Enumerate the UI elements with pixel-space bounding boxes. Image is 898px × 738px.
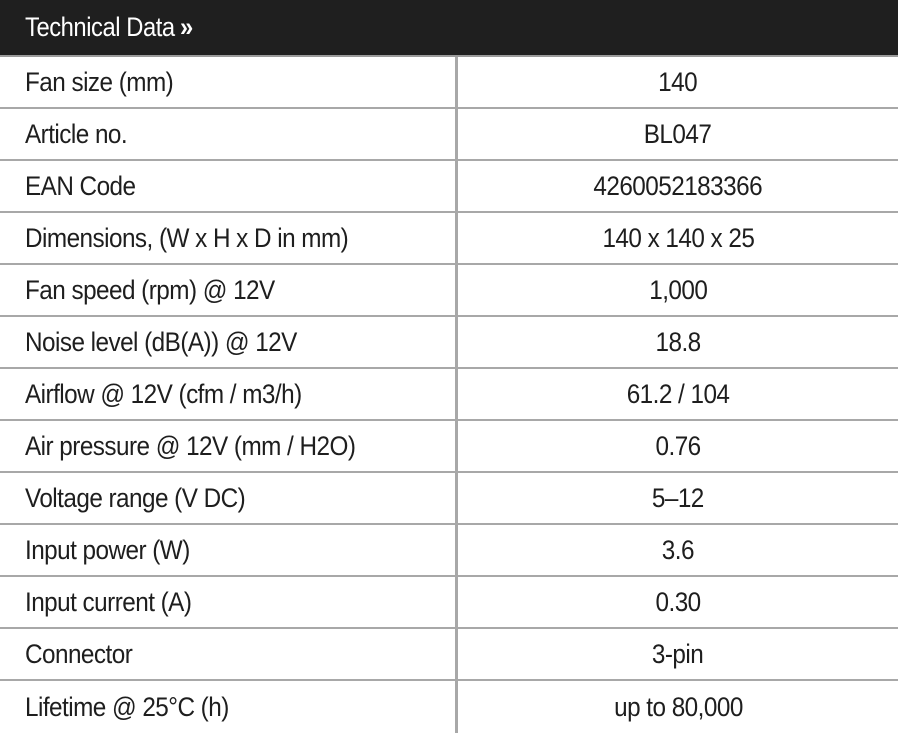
- spec-label: Input power (W): [0, 525, 458, 575]
- table-row: Connector 3-pin: [0, 629, 898, 681]
- spec-value: 1,000: [648, 274, 708, 305]
- spec-label: Connector: [0, 629, 458, 679]
- spec-value: 18.8: [655, 326, 701, 357]
- table-row: Noise level (dB(A)) @ 12V 18.8: [0, 317, 898, 369]
- spec-value: 3-pin: [652, 638, 704, 669]
- spec-value: 61.2 / 104: [626, 378, 730, 409]
- spec-table: Fan size (mm) 140 Article no. BL047 EAN …: [0, 57, 898, 733]
- spec-value: 4260052183366: [593, 170, 763, 201]
- spec-label: Air pressure @ 12V (mm / H2O): [0, 421, 458, 471]
- spec-label: EAN Code: [0, 161, 458, 211]
- table-row: Input power (W) 3.6: [0, 525, 898, 577]
- table-row: Fan speed (rpm) @ 12V 1,000: [0, 265, 898, 317]
- table-row: Voltage range (V DC) 5–12: [0, 473, 898, 525]
- table-row: Airflow @ 12V (cfm / m3/h) 61.2 / 104: [0, 369, 898, 421]
- table-row: Air pressure @ 12V (mm / H2O) 0.76: [0, 421, 898, 473]
- spec-value: up to 80,000: [613, 691, 743, 722]
- spec-label: Fan size (mm): [0, 57, 458, 107]
- spec-value: BL047: [644, 118, 712, 149]
- spec-value: 140: [658, 66, 698, 97]
- table-row: Article no. BL047: [0, 109, 898, 161]
- spec-label: Input current (A): [0, 577, 458, 627]
- spec-value: 0.76: [655, 430, 701, 461]
- spec-value: 3.6: [661, 534, 695, 565]
- table-row: EAN Code 4260052183366: [0, 161, 898, 213]
- spec-label: Voltage range (V DC): [0, 473, 458, 523]
- spec-value: 5–12: [652, 482, 704, 513]
- spec-label: Fan speed (rpm) @ 12V: [0, 265, 458, 315]
- spec-label: Noise level (dB(A)) @ 12V: [0, 317, 458, 367]
- spec-label: Airflow @ 12V (cfm / m3/h): [0, 369, 458, 419]
- table-row: Dimensions, (W x H x D in mm) 140 x 140 …: [0, 213, 898, 265]
- spec-label: Dimensions, (W x H x D in mm): [0, 213, 458, 263]
- spec-value: 0.30: [655, 586, 701, 617]
- table-title: Technical Data»: [25, 12, 193, 43]
- double-chevron-right-icon: »: [179, 12, 193, 42]
- table-title-text: Technical Data: [25, 12, 175, 42]
- spec-label: Lifetime @ 25°C (h): [0, 681, 458, 733]
- table-row: Fan size (mm) 140: [0, 57, 898, 109]
- spec-value: 140 x 140 x 25: [602, 222, 754, 253]
- spec-label: Article no.: [0, 109, 458, 159]
- table-row: Lifetime @ 25°C (h) up to 80,000: [0, 681, 898, 733]
- table-row: Input current (A) 0.30: [0, 577, 898, 629]
- table-header: Technical Data»: [0, 0, 898, 57]
